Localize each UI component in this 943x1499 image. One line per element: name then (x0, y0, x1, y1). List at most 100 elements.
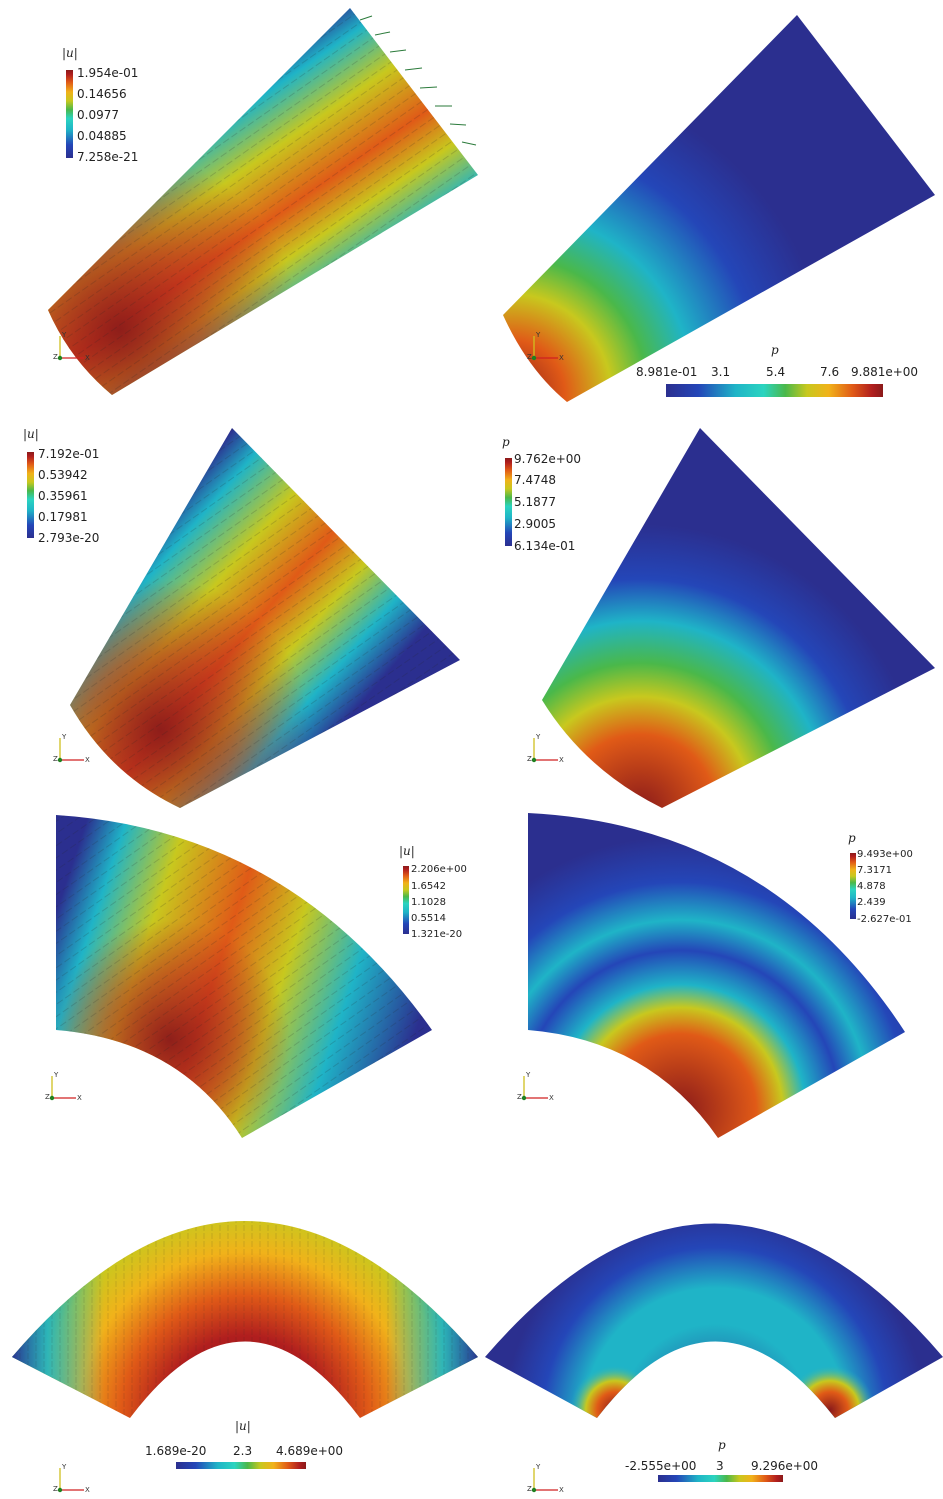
triad-y-label: Y (535, 733, 541, 741)
axes-triad: X Y Z (53, 331, 90, 362)
axes-triad: X Y Z (517, 1071, 554, 1102)
colorbar-title: |u| (23, 427, 39, 441)
colorbar-ramp (505, 458, 512, 546)
triad-y-label: Y (61, 733, 67, 741)
colorbar-label: 0.0977 (77, 108, 119, 122)
colorbar-label: 1.1028 (411, 897, 446, 908)
colorbar-label: 0.35961 (38, 489, 88, 503)
colorbar-label: 1.6542 (411, 881, 446, 892)
triad-z-label: Z (527, 1485, 532, 1493)
velocity-arrows-1 (48, 8, 478, 395)
colorbar-label: 5.4 (766, 365, 785, 379)
triad-z-label: Z (45, 1093, 50, 1101)
triad-x-label: X (559, 354, 564, 362)
triad-z-label: Z (527, 353, 532, 361)
triad-x-label: X (559, 1486, 564, 1494)
pressure-plot-4 (485, 1223, 943, 1418)
colorbar-label: 2.9005 (514, 517, 556, 531)
colorbar-ramp (666, 384, 883, 397)
colorbar-label: 9.881e+00 (851, 365, 918, 379)
colorbar-label: 1.689e-20 (145, 1444, 206, 1458)
colorbar-title: p (502, 435, 510, 449)
axes-triad: X Y Z (45, 1071, 82, 1102)
pressure-plot-2 (542, 428, 935, 808)
colorbar-2-pressure: p 9.762e+00 7.4748 5.1877 2.9005 6.134e-… (502, 435, 581, 553)
colorbar-ramp (66, 70, 73, 158)
colorbar-label: 7.6 (820, 365, 839, 379)
colorbar-2-velocity: |u| 7.192e-01 0.53942 0.35961 0.17981 2.… (23, 427, 99, 545)
triad-z-label: Z (53, 353, 58, 361)
colorbar-label: 5.1877 (514, 495, 556, 509)
colorbar-label: 2.439 (857, 897, 886, 908)
colorbar-label: 0.17981 (38, 510, 88, 524)
colorbar-label: 1.954e-01 (77, 66, 138, 80)
triad-y-label: Y (61, 331, 67, 339)
colorbar-label: 6.134e-01 (514, 539, 575, 553)
pressure-wedge-2 (542, 428, 935, 808)
colorbar-title: p (718, 1438, 726, 1452)
triad-z-label: Z (527, 755, 532, 763)
triad-z-label: Z (517, 1093, 522, 1101)
triad-y-label: Y (535, 331, 541, 339)
colorbar-label: 7.192e-01 (38, 447, 99, 461)
triad-x-label: X (549, 1094, 554, 1102)
axes-triad: X Y Z (527, 1463, 564, 1494)
colorbar-ramp (176, 1462, 306, 1469)
pressure-wedge-1 (503, 15, 935, 402)
triad-x-label: X (77, 1094, 82, 1102)
colorbar-label: 0.53942 (38, 468, 88, 482)
colorbar-label: 9.493e+00 (857, 849, 913, 860)
triad-y-label: Y (61, 1463, 67, 1471)
triad-z-label: Z (53, 1485, 58, 1493)
colorbar-label: 9.762e+00 (514, 452, 581, 466)
colorbar-label: 0.14656 (77, 87, 127, 101)
pressure-plot-3 (528, 813, 905, 1138)
velocity-arrows-3 (56, 815, 432, 1138)
triad-x-label: X (559, 756, 564, 764)
colorbar-label: 1.321e-20 (411, 929, 462, 940)
colorbar-title: |u| (62, 46, 78, 60)
colorbar-4-pressure: p -2.555e+00 3 9.296e+00 (625, 1438, 818, 1482)
axes-triads: X Y Z X Y Z X Y Z X Y Z X Y Z X Y Z X Y Z X Y Z (45, 331, 564, 1494)
colorbar-ramp (27, 452, 34, 538)
pressure-plot-1 (503, 15, 935, 402)
colorbar-label: 3 (716, 1459, 724, 1473)
colorbar-title: |u| (235, 1419, 251, 1433)
colorbar-label: 8.981e-01 (636, 365, 697, 379)
triad-x-label: X (85, 1486, 90, 1494)
colorbar-label: 2.3 (233, 1444, 252, 1458)
velocity-plot-3 (56, 815, 432, 1138)
colorbar-label: 2.793e-20 (38, 531, 99, 545)
pressure-wedge-3 (528, 813, 905, 1138)
colorbar-label: 4.689e+00 (276, 1444, 343, 1458)
pressure-hotspot-right-4 (485, 1223, 943, 1418)
colorbar-title: p (848, 831, 856, 845)
colorbar-title: p (771, 343, 779, 357)
velocity-arrows-4 (12, 1221, 478, 1418)
colorbar-3-pressure: p 9.493e+00 7.3171 4.878 2.439 -2.627e-0… (848, 831, 913, 925)
triad-y-label: Y (53, 1071, 59, 1079)
colorbar-1-velocity: |u| 1.954e-01 0.14656 0.0977 0.04885 7.2… (62, 46, 138, 164)
colorbar-label: 4.878 (857, 881, 886, 892)
colorbar-label: 7.258e-21 (77, 150, 138, 164)
velocity-plot-2 (70, 428, 460, 808)
velocity-arrows-2 (70, 428, 460, 808)
triad-z-label: Z (53, 755, 58, 763)
colorbar-label: -2.627e-01 (857, 914, 912, 925)
colorbar-label: 7.3171 (857, 865, 892, 876)
colorbar-1-pressure: p 8.981e-01 3.1 5.4 7.6 9.881e+00 (636, 343, 918, 397)
axes-triad: X Y Z (53, 733, 90, 764)
colorbar-3-velocity: |u| 2.206e+00 1.6542 1.1028 0.5514 1.321… (399, 844, 467, 940)
velocity-plot-1 (48, 8, 478, 395)
colorbar-ramp (658, 1475, 783, 1482)
triad-x-label: X (85, 756, 90, 764)
colorbar-4-velocity: |u| 1.689e-20 2.3 4.689e+00 (145, 1419, 343, 1469)
colorbar-title: |u| (399, 844, 415, 858)
axes-triad: X Y Z (527, 331, 564, 362)
triad-y-label: Y (525, 1071, 531, 1079)
velocity-plot-4 (12, 1221, 478, 1418)
triad-x-label: X (85, 354, 90, 362)
colorbar-label: 9.296e+00 (751, 1459, 818, 1473)
colorbar-label: 0.5514 (411, 913, 446, 924)
